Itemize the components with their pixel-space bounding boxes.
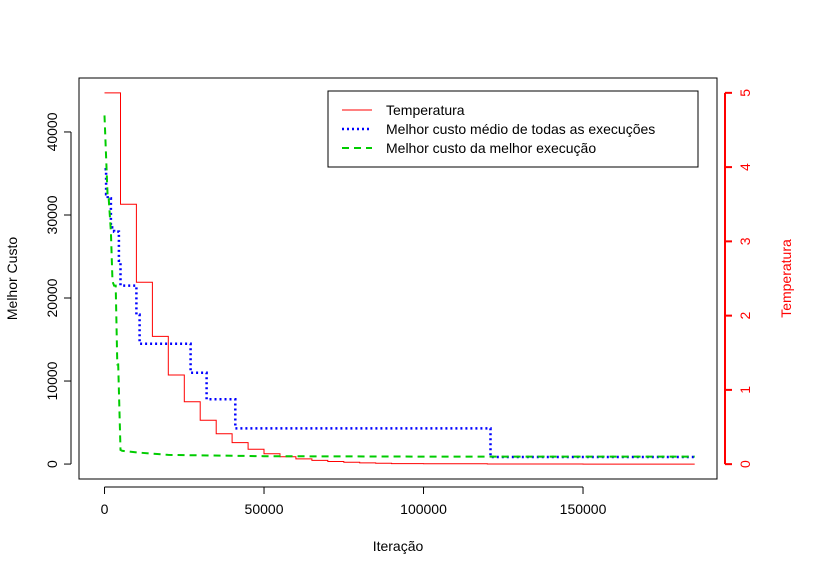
plot-frame [78, 77, 718, 480]
legend: Temperatura Melhor custo médio de todas a… [327, 90, 699, 168]
x-tick-label: 0 [101, 501, 109, 517]
plot-series-layer [103, 92, 695, 465]
y-tick-label: 0 [44, 460, 60, 468]
legend-label-1: Temperatura [386, 102, 465, 118]
y2-tick-label: 3 [737, 237, 753, 245]
legend-label-3: Melhor custo da melhor execução [386, 140, 596, 156]
y-tick-label: 40000 [44, 112, 60, 151]
y-tick-label: 20000 [44, 278, 60, 317]
series-line-2 [104, 168, 695, 459]
y2-axis-label: Temperatura [778, 239, 794, 318]
series-line-3 [103, 115, 695, 458]
x-axis-label: Iteração [373, 538, 424, 554]
y2-tick-label: 0 [737, 460, 753, 468]
y-tick-label: 10000 [44, 361, 60, 400]
y-tick-label: 30000 [44, 195, 60, 234]
axes-layer: 0 50000 100000 150000 0 10000 20000 30000 40000 0… [44, 89, 753, 517]
legend-box [327, 90, 699, 168]
y2-tick-label: 5 [737, 89, 753, 97]
legend-label-2: Melhor custo médio de todas as execuções [386, 121, 655, 137]
y-axis-label: Melhor Custo [4, 237, 20, 320]
x-tick-label: 50000 [245, 501, 284, 517]
x-tick-label: 100000 [400, 501, 447, 517]
x-tick-label: 150000 [560, 501, 607, 517]
y2-tick-label: 2 [737, 312, 753, 320]
y2-tick-label: 1 [737, 386, 753, 394]
y2-tick-label: 4 [737, 163, 753, 171]
